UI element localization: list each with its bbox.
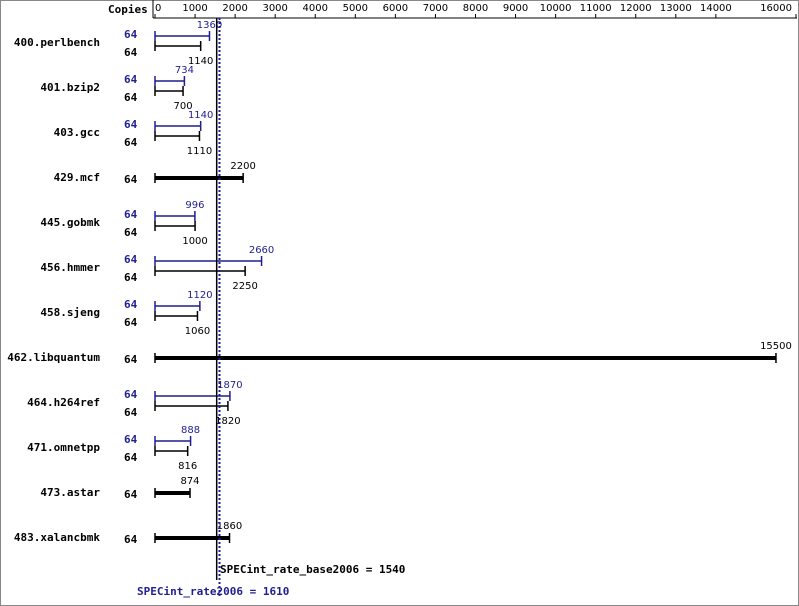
x-tick-label: 16000 [760, 3, 792, 14]
bar [155, 440, 191, 442]
category-label: 400.perlbench [14, 36, 100, 49]
x-tick-label: 8000 [463, 3, 488, 14]
bar [155, 176, 244, 180]
value-label: 15500 [760, 341, 792, 352]
value-label: 1140 [188, 110, 213, 121]
value-label: 2250 [232, 281, 257, 292]
x-tick-label: 11000 [580, 3, 612, 14]
copies-label: 64 [124, 316, 138, 329]
x-tick-label: 9000 [503, 3, 528, 14]
copies-label: 64 [124, 353, 138, 366]
bar [155, 305, 200, 307]
value-label: 1870 [217, 380, 242, 391]
value-label: 874 [180, 476, 199, 487]
bar [155, 80, 185, 82]
value-label: 1820 [215, 416, 240, 427]
reference-label: SPECint_rate2006 = 1610 [137, 585, 289, 598]
copies-label: 64 [124, 406, 138, 419]
copies-label: 64 [124, 46, 138, 59]
copies-label: 64 [124, 73, 138, 86]
copies-label: 64 [124, 298, 138, 311]
value-label: 1860 [217, 521, 242, 532]
value-label: 1110 [187, 146, 212, 157]
category-label: 462.libquantum [7, 351, 100, 364]
bar [155, 270, 246, 272]
category-label: 403.gcc [54, 126, 100, 139]
x-tick-label: 2000 [222, 3, 247, 14]
x-tick-label: 0 [155, 3, 161, 14]
copies-label: 64 [124, 388, 138, 401]
category-label: 456.hmmer [40, 261, 100, 274]
bar [155, 135, 200, 137]
bar [155, 536, 230, 540]
copies-label: 64 [124, 173, 138, 186]
copies-label: 64 [124, 271, 138, 284]
value-label: 996 [185, 200, 204, 211]
category-label: 483.xalancbmk [14, 531, 100, 544]
x-tick-label: 10000 [540, 3, 572, 14]
value-label: 1120 [187, 290, 212, 301]
copies-label: 64 [124, 136, 138, 149]
x-tick-label: 13000 [660, 3, 692, 14]
bar [155, 395, 230, 397]
category-label: 401.bzip2 [40, 81, 100, 94]
category-label: 429.mcf [54, 171, 100, 184]
value-label: 1360 [197, 20, 222, 31]
category-label: 458.sjeng [40, 306, 100, 319]
value-label: 816 [178, 461, 197, 472]
copies-label: 64 [124, 208, 138, 221]
x-tick-label: 12000 [620, 3, 652, 14]
bar [155, 491, 191, 495]
category-label: 471.omnetpp [27, 441, 100, 454]
bar [155, 35, 210, 37]
copies-label: 64 [124, 533, 138, 546]
x-tick-label: 3000 [262, 3, 287, 14]
value-label: 1060 [185, 326, 210, 337]
reference-label: SPECint_rate_base2006 = 1540 [220, 563, 405, 576]
value-label: 1000 [182, 236, 207, 247]
copies-label: 64 [124, 28, 138, 41]
value-label: 734 [175, 65, 194, 76]
copies-label: 64 [124, 118, 138, 131]
bar [155, 405, 228, 407]
copies-label: 64 [124, 488, 138, 501]
x-tick-label: 4000 [303, 3, 328, 14]
category-label: 473.astar [40, 486, 100, 499]
value-label: 1140 [188, 56, 213, 67]
value-label: 888 [181, 425, 200, 436]
copies-label: 64 [124, 433, 138, 446]
category-label: 464.h264ref [27, 396, 100, 409]
copies-label: 64 [124, 253, 138, 266]
value-label: 2200 [230, 161, 255, 172]
bar [155, 450, 188, 452]
bar [155, 215, 195, 217]
x-tick-label: 7000 [423, 3, 448, 14]
bar [155, 125, 201, 127]
category-label: 445.gobmk [40, 216, 100, 229]
copies-label: 64 [124, 91, 138, 104]
bar [155, 356, 776, 360]
bar [155, 225, 196, 227]
x-tick-label: 1000 [182, 3, 207, 14]
value-label: 2660 [249, 245, 274, 256]
copies-label: 64 [124, 451, 138, 464]
bar [155, 90, 184, 92]
copies-label: 64 [124, 226, 138, 239]
value-label: 700 [173, 101, 192, 112]
x-tick-label: 14000 [700, 3, 732, 14]
bar [155, 315, 198, 317]
copies-header: Copies [108, 3, 148, 16]
x-tick-label: 6000 [383, 3, 408, 14]
bar [155, 260, 262, 262]
x-tick-label: 5000 [343, 3, 368, 14]
bar [155, 45, 201, 47]
